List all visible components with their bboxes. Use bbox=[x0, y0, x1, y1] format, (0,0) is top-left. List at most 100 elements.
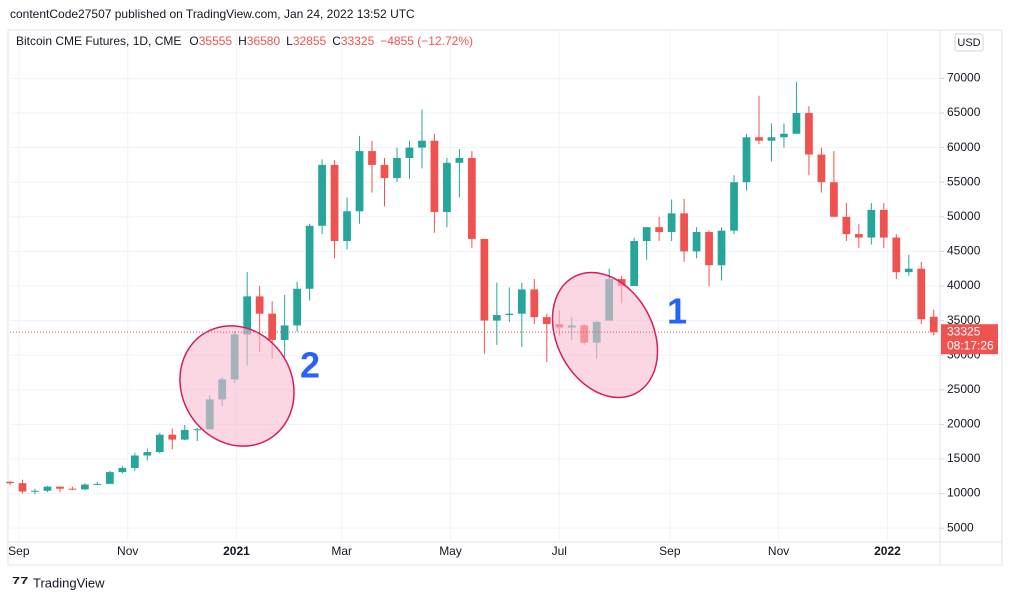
x-tick-label: Nov bbox=[768, 544, 789, 558]
x-tick-label: 2021 bbox=[223, 544, 250, 558]
y-tick-label: 40000 bbox=[947, 278, 981, 292]
candle-body bbox=[492, 315, 501, 321]
candle-body bbox=[655, 227, 663, 233]
candle-body bbox=[505, 313, 514, 316]
candle-body bbox=[854, 234, 863, 238]
candle-body bbox=[780, 133, 788, 138]
candle-body bbox=[31, 490, 39, 492]
annotation: 2 bbox=[300, 345, 320, 386]
candle-body bbox=[130, 455, 139, 468]
candle-body bbox=[368, 151, 376, 165]
candle-body bbox=[56, 486, 64, 489]
candle-body bbox=[680, 213, 688, 252]
candle-body bbox=[143, 452, 152, 456]
candle-body bbox=[468, 158, 476, 239]
legend-key: L bbox=[286, 34, 293, 48]
candle-body bbox=[867, 209, 876, 238]
candle-body bbox=[43, 486, 52, 491]
legend-key: C bbox=[332, 34, 341, 48]
candle-body bbox=[18, 483, 27, 492]
x-tick-label: May bbox=[439, 544, 462, 558]
published: contentCode27507 published on TradingVie… bbox=[10, 7, 415, 21]
candle-body bbox=[455, 158, 464, 163]
candle-body bbox=[630, 241, 639, 286]
y-tick-label: 60000 bbox=[947, 140, 981, 154]
currency-badge bbox=[954, 33, 984, 52]
candle-body bbox=[530, 289, 539, 318]
y-tick-label: 5000 bbox=[947, 520, 974, 534]
y-tick-label: 50000 bbox=[947, 209, 981, 223]
x-tick-label: Sep bbox=[8, 544, 30, 558]
candle-body bbox=[667, 213, 676, 233]
candle-body bbox=[305, 225, 314, 289]
candle-body bbox=[243, 296, 252, 335]
candle-body bbox=[380, 164, 389, 179]
candle-body bbox=[755, 137, 763, 141]
countdown: 08:17:26 bbox=[947, 338, 994, 352]
annotation: 1 bbox=[667, 291, 687, 332]
y-tick-label: 55000 bbox=[947, 174, 981, 188]
candle-body bbox=[430, 140, 439, 212]
candle-body bbox=[330, 164, 339, 242]
candle-body bbox=[892, 237, 901, 273]
candle-body bbox=[805, 113, 813, 155]
y-tick-label: 70000 bbox=[947, 71, 981, 85]
candle-body bbox=[268, 313, 277, 340]
x-tick-label: Sep bbox=[659, 544, 681, 558]
legend-key: H bbox=[238, 34, 247, 48]
y-tick-label: 10000 bbox=[947, 486, 981, 500]
candle-body bbox=[730, 182, 738, 231]
candle-body bbox=[355, 151, 364, 212]
ohlc-legend: Bitcoin CME Futures, 1D, CME O 35555 H 36580… bbox=[16, 34, 473, 48]
candle-body bbox=[255, 296, 264, 314]
candle-body bbox=[767, 137, 776, 141]
candle-body bbox=[280, 325, 289, 340]
legend-key: O bbox=[189, 34, 198, 48]
x-tick-label: Mar bbox=[331, 544, 352, 558]
candle-body bbox=[93, 483, 102, 485]
candle-body bbox=[904, 268, 913, 273]
candle-body bbox=[405, 147, 414, 158]
legend-value: 32855 bbox=[293, 34, 327, 48]
candle-body bbox=[105, 472, 114, 484]
brand: TradingView bbox=[33, 575, 105, 590]
candle-body bbox=[318, 164, 326, 226]
candle-body bbox=[717, 230, 726, 266]
brand-logo: ⁷⁷ bbox=[12, 572, 29, 594]
highlight-ellipse bbox=[551, 271, 659, 399]
candle-body bbox=[118, 467, 127, 473]
legend-value: 33325 bbox=[341, 34, 375, 48]
candle-body bbox=[68, 488, 77, 490]
highlight-ellipse bbox=[179, 325, 295, 447]
x-tick-label: Nov bbox=[117, 544, 138, 558]
candle-body bbox=[542, 317, 551, 325]
candle-body bbox=[705, 232, 713, 266]
candle-body bbox=[480, 238, 489, 321]
currency: USD bbox=[957, 37, 980, 49]
candle-body bbox=[517, 289, 526, 314]
candle-body bbox=[917, 268, 926, 320]
candles bbox=[6, 81, 938, 495]
legend-change: −4855 (−12.72%) bbox=[380, 34, 473, 48]
candle-body bbox=[830, 182, 838, 217]
x-tick-label: 2022 bbox=[874, 544, 901, 558]
candle-body bbox=[6, 481, 14, 484]
y-tick-label: 35000 bbox=[947, 313, 981, 327]
candle-body bbox=[81, 484, 89, 490]
candle-body bbox=[742, 137, 751, 183]
legend-value: 35555 bbox=[199, 34, 233, 48]
candle-body bbox=[929, 316, 938, 333]
candle-body bbox=[692, 232, 701, 252]
y-tick-label: 15000 bbox=[947, 451, 981, 465]
candle-body bbox=[817, 154, 826, 183]
candle-body bbox=[792, 113, 801, 134]
candle-body bbox=[642, 227, 651, 242]
y-tick-label: 20000 bbox=[947, 417, 981, 431]
candle-body bbox=[418, 140, 426, 148]
legend-value: 36580 bbox=[247, 34, 281, 48]
y-tick-label: 45000 bbox=[947, 244, 981, 258]
price-label: 33325 bbox=[947, 324, 981, 338]
candle-body bbox=[393, 158, 401, 179]
frame bbox=[7, 29, 1003, 566]
